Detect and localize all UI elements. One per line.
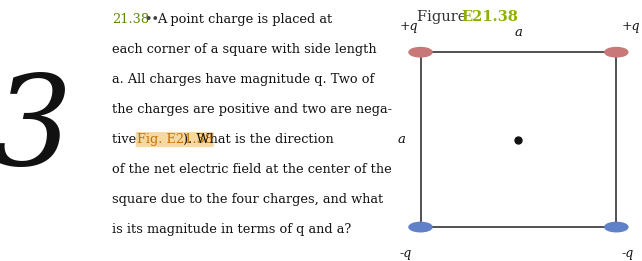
Circle shape <box>409 222 432 232</box>
Text: A point charge is placed at: A point charge is placed at <box>157 13 333 26</box>
Text: 3: 3 <box>0 70 72 191</box>
Text: of the net electric field at the center of the: of the net electric field at the center … <box>112 163 392 176</box>
Text: E21.38: E21.38 <box>461 10 518 25</box>
Circle shape <box>605 48 628 57</box>
Text: each corner of a square with side length: each corner of a square with side length <box>112 43 377 56</box>
Text: Fig. E21.38: Fig. E21.38 <box>137 133 213 146</box>
Text: a. All charges have magnitude q. Two of: a. All charges have magnitude q. Two of <box>112 73 374 86</box>
Circle shape <box>605 222 628 232</box>
Circle shape <box>409 48 432 57</box>
Text: 21.38: 21.38 <box>112 13 150 26</box>
Text: square due to the four charges, and what: square due to the four charges, and what <box>112 193 384 206</box>
Text: +q: +q <box>621 20 640 33</box>
Text: the charges are positive and two are nega-: the charges are positive and two are neg… <box>112 103 392 116</box>
Text: Figure: Figure <box>417 10 471 25</box>
Text: a: a <box>397 133 405 146</box>
Text: -q: -q <box>400 247 412 260</box>
Text: -q: -q <box>621 247 634 260</box>
Text: ••: •• <box>144 13 159 26</box>
Text: is its magnitude in terms of q and a?: is its magnitude in terms of q and a? <box>112 223 352 236</box>
Text: a: a <box>514 26 523 39</box>
Text: +q: +q <box>400 20 419 33</box>
Text: tive (: tive ( <box>112 133 146 146</box>
Text: ). What is the direction: ). What is the direction <box>183 133 334 146</box>
